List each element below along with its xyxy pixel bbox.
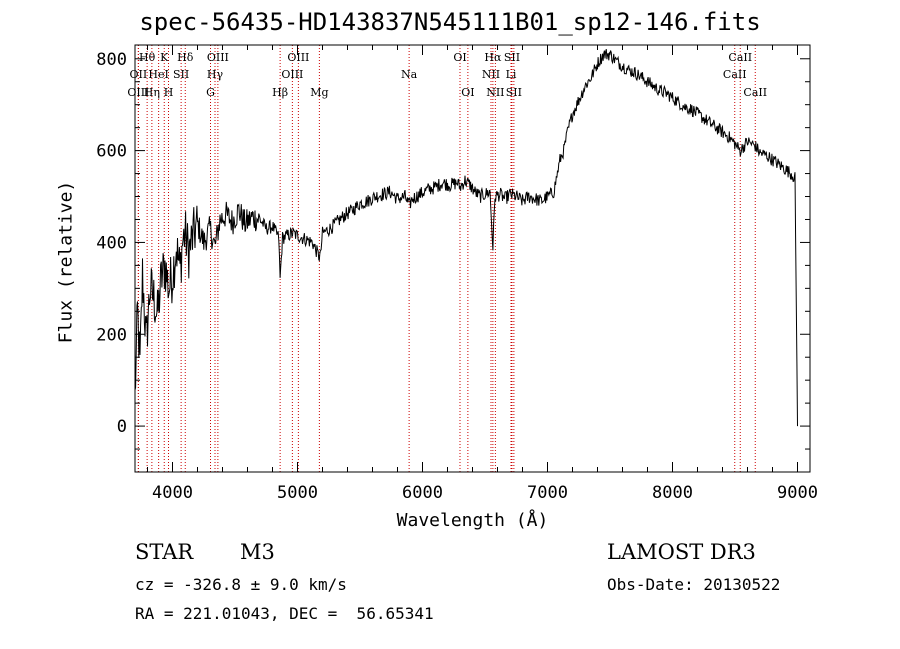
spectral-line-label: Mg <box>310 86 328 99</box>
object-subclass: M3 <box>240 540 275 564</box>
spectral-line-label: Hγ <box>207 68 224 81</box>
spectral-line-label: OI <box>453 51 466 64</box>
spectral-line-label: Na <box>401 68 418 81</box>
x-tick-label: 9000 <box>777 483 818 503</box>
spectrum-series <box>134 48 798 427</box>
spectral-line-label: CaII <box>728 51 752 64</box>
x-tick-label: 5000 <box>277 483 318 503</box>
x-axis-label: Wavelength (Å) <box>396 510 549 531</box>
spectral-line-label: SII <box>504 51 520 64</box>
obs-date: Obs-Date: 20130522 <box>607 575 781 594</box>
spectral-line-label: CaII <box>723 68 747 81</box>
spectral-line-label: OIII <box>127 86 149 99</box>
spectral-line-label: NII <box>482 68 500 81</box>
spectral-line-label: K <box>160 51 169 64</box>
spectral-line-label: Hβ <box>272 86 288 99</box>
survey-name: LAMOST DR3 <box>607 540 756 564</box>
x-tick-label: 6000 <box>402 483 443 503</box>
spectrum-line <box>134 48 798 427</box>
spectral-line-label: HeI <box>148 68 168 81</box>
y-tick-label: 800 <box>96 50 127 70</box>
plot-frame <box>134 44 811 473</box>
spectral-line-label: SII <box>506 86 522 99</box>
spectral-line-label: Hθ <box>139 51 156 64</box>
redshift-text: cz = -326.8 ± 9.0 km/s <box>135 575 347 594</box>
axis-ticks: 4000 5000 6000 7000 8000 9000 0 200 400 600 800 <box>96 45 818 503</box>
spectral-line-label: OIII <box>207 51 229 64</box>
spectral-line-label: NII <box>486 86 504 99</box>
spectral-line-label: SII <box>173 68 189 81</box>
spectral-line-label: Hδ <box>177 51 194 64</box>
object-class: STAR <box>135 540 194 564</box>
spectral-line-label: OIII <box>281 68 303 81</box>
coordinates: RA = 221.01043, DEC = 56.65341 <box>135 604 434 623</box>
spectral-line-label: Li <box>506 68 517 81</box>
spectral-line-label: CaII <box>743 86 767 99</box>
spectral-line-label: Hη <box>144 86 160 99</box>
x-tick-label: 8000 <box>652 483 693 503</box>
y-tick-label: 0 <box>117 417 127 437</box>
spectral-line-markers <box>137 45 756 472</box>
spectral-line-label: OIII <box>287 51 309 64</box>
y-axis-label: Flux (relative) <box>55 180 77 344</box>
x-tick-label: 4000 <box>152 483 193 503</box>
spectral-line-label: OII <box>130 68 148 81</box>
spectral-line-label: Hα <box>484 51 502 64</box>
spectral-line-label: G <box>206 86 215 99</box>
spectral-line-label: H <box>164 86 174 99</box>
x-tick-label: 7000 <box>527 483 568 503</box>
y-tick-label: 200 <box>96 325 127 345</box>
chart-title: spec-56435-HD143837N545111B01_sp12-146.f… <box>139 8 761 36</box>
y-tick-label: 600 <box>96 142 127 162</box>
spectral-line-label: OI <box>461 86 474 99</box>
y-tick-label: 400 <box>96 233 127 253</box>
